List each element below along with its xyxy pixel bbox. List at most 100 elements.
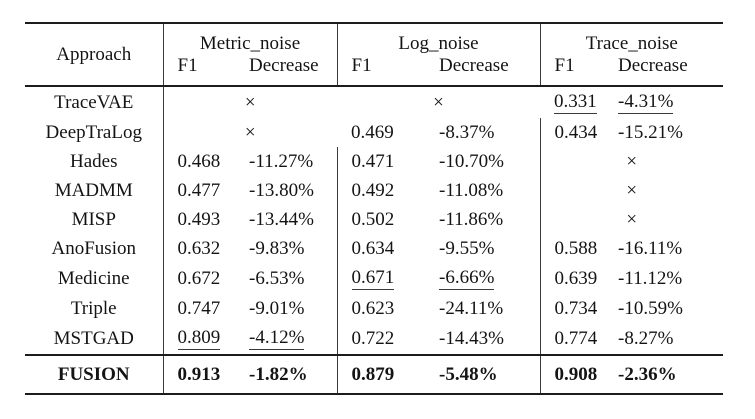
log-na-cell: ×: [337, 86, 540, 118]
trace-na-cell: ×: [540, 176, 723, 205]
trace-decrease-cell: -10.59%: [616, 294, 723, 323]
trace-decrease-cell: -16.11%: [616, 234, 723, 263]
decrease-value: -6.53%: [249, 268, 305, 289]
f1-value: 0.331: [554, 91, 597, 114]
f1-value: 0.468: [177, 151, 221, 172]
log-f1-cell: 0.502: [337, 205, 437, 234]
metric-decrease-cell: -13.44%: [247, 205, 338, 234]
decrease-value: -4.31%: [618, 91, 674, 114]
metric-na-cell: ×: [163, 118, 337, 147]
decrease-value: -9.55%: [439, 238, 495, 259]
metric-f1-cell: 0.672: [163, 263, 247, 294]
group-header-row: Approach Metric_noise Log_noise Trace_no…: [25, 23, 723, 87]
log-f1-cell: 0.623: [337, 294, 437, 323]
log-decrease-cell: -9.55%: [437, 234, 541, 263]
group-header-log-noise: Log_noise: [337, 23, 541, 55]
approach-cell: Hades: [25, 147, 164, 176]
approach-cell: FUSION: [25, 354, 164, 394]
f1-value: 0.809: [177, 327, 221, 350]
f1-value: 0.477: [177, 180, 221, 201]
f1-value: 0.493: [177, 209, 221, 230]
na-marker: ×: [433, 92, 444, 113]
approach-cell: AnoFusion: [25, 234, 164, 263]
f1-value: 0.502: [351, 209, 395, 230]
decrease-value: -16.11%: [618, 238, 683, 259]
log-decrease-cell: -14.43%: [437, 323, 541, 355]
f1-value: 0.434: [554, 122, 598, 143]
log-decrease-cell: -5.48%: [437, 354, 541, 394]
results-table-container: Approach Metric_noise Log_noise Trace_no…: [25, 22, 724, 395]
column-header-log-decrease: Decrease: [437, 55, 541, 87]
metric-f1-cell: 0.747: [163, 294, 247, 323]
trace-f1-cell: 0.908: [540, 354, 617, 394]
table-row-triple: Triple 0.747 -9.01% 0.623 -24.11% 0.734 …: [25, 294, 723, 323]
trace-f1-cell: 0.639: [540, 263, 616, 294]
group-header-metric-noise: Metric_noise: [163, 23, 338, 55]
decrease-value: -1.82%: [249, 364, 308, 385]
column-header-metric-f1: F1: [163, 55, 247, 87]
f1-value: 0.672: [177, 268, 221, 289]
metric-na-cell: ×: [163, 86, 337, 118]
trace-decrease-cell: -15.21%: [616, 118, 723, 147]
f1-value: 0.774: [554, 328, 598, 349]
log-decrease-cell: -10.70%: [437, 147, 541, 176]
table-row-medicine: Medicine 0.672 -6.53% 0.671 -6.66% 0.639…: [25, 263, 723, 294]
decrease-value: -9.01%: [249, 298, 305, 319]
f1-value: 0.671: [351, 267, 395, 290]
metric-decrease-cell: -6.53%: [247, 263, 338, 294]
log-f1-cell: 0.471: [337, 147, 437, 176]
column-header-approach: Approach: [25, 23, 164, 87]
metric-f1-cell: 0.913: [163, 354, 247, 394]
table-row-tracevae: TraceVAE × × 0.331 -4.31%: [25, 86, 723, 118]
approach-cell: DeepTraLog: [25, 118, 164, 147]
trace-decrease-cell: -8.27%: [616, 323, 723, 355]
f1-value: 0.492: [351, 180, 395, 201]
column-header-metric-decrease: Decrease: [247, 55, 338, 87]
log-decrease-cell: -11.86%: [437, 205, 541, 234]
f1-value: 0.913: [177, 364, 221, 385]
decrease-value: -11.08%: [439, 180, 504, 201]
metric-decrease-cell: -1.82%: [247, 354, 338, 394]
decrease-value: -24.11%: [439, 298, 504, 319]
table-row-mstgad: MSTGAD 0.809 -4.12% 0.722 -14.43% 0.774 …: [25, 323, 723, 355]
decrease-value: -5.48%: [439, 364, 498, 385]
table-row-misp: MISP 0.493 -13.44% 0.502 -11.86% ×: [25, 205, 723, 234]
approach-cell: TraceVAE: [25, 86, 164, 118]
column-header-trace-decrease: Decrease: [616, 55, 724, 87]
decrease-value: -2.36%: [618, 364, 677, 385]
decrease-value: -11.12%: [618, 268, 683, 289]
log-decrease-cell: -11.08%: [437, 176, 541, 205]
log-f1-cell: 0.634: [337, 234, 437, 263]
trace-f1-cell: 0.331: [540, 86, 616, 118]
log-f1-cell: 0.722: [337, 323, 437, 355]
decrease-value: -6.66%: [439, 267, 495, 290]
trace-na-cell: ×: [540, 205, 723, 234]
trace-f1-cell: 0.434: [540, 118, 616, 147]
decrease-value: -10.70%: [439, 151, 504, 172]
log-f1-cell: 0.671: [337, 263, 437, 294]
decrease-value: -8.27%: [618, 328, 674, 349]
group-header-trace-noise: Trace_noise: [585, 33, 678, 54]
log-decrease-cell: -8.37%: [437, 118, 541, 147]
f1-value: 0.908: [554, 364, 598, 385]
trace-decrease-cell: -11.12%: [616, 263, 723, 294]
f1-value: 0.747: [177, 298, 221, 319]
f1-value: 0.879: [351, 364, 395, 385]
decrease-value: -14.43%: [439, 328, 504, 349]
f1-value: 0.639: [554, 268, 598, 289]
metric-f1-cell: 0.493: [163, 205, 247, 234]
metric-decrease-cell: -11.27%: [247, 147, 338, 176]
na-marker: ×: [244, 92, 256, 113]
metric-decrease-cell: -4.12%: [247, 323, 338, 355]
approach-cell: MISP: [25, 205, 164, 234]
metric-decrease-cell: -13.80%: [247, 176, 338, 205]
table-row-deeptralog: DeepTraLog × 0.469 -8.37% 0.434 -15.21%: [25, 118, 723, 147]
approach-cell: MADMM: [25, 176, 164, 205]
results-table: Approach Metric_noise Log_noise Trace_no…: [25, 22, 724, 395]
table-row-fusion: FUSION 0.913 -1.82% 0.879 -5.48% 0.908 -…: [25, 354, 724, 394]
decrease-value: -13.80%: [249, 180, 314, 201]
f1-value: 0.734: [554, 298, 598, 319]
approach-cell: Medicine: [25, 263, 164, 294]
table-row-hades: Hades 0.468 -11.27% 0.471 -10.70% ×: [25, 147, 723, 176]
column-header-trace-f1: F1: [540, 55, 617, 87]
